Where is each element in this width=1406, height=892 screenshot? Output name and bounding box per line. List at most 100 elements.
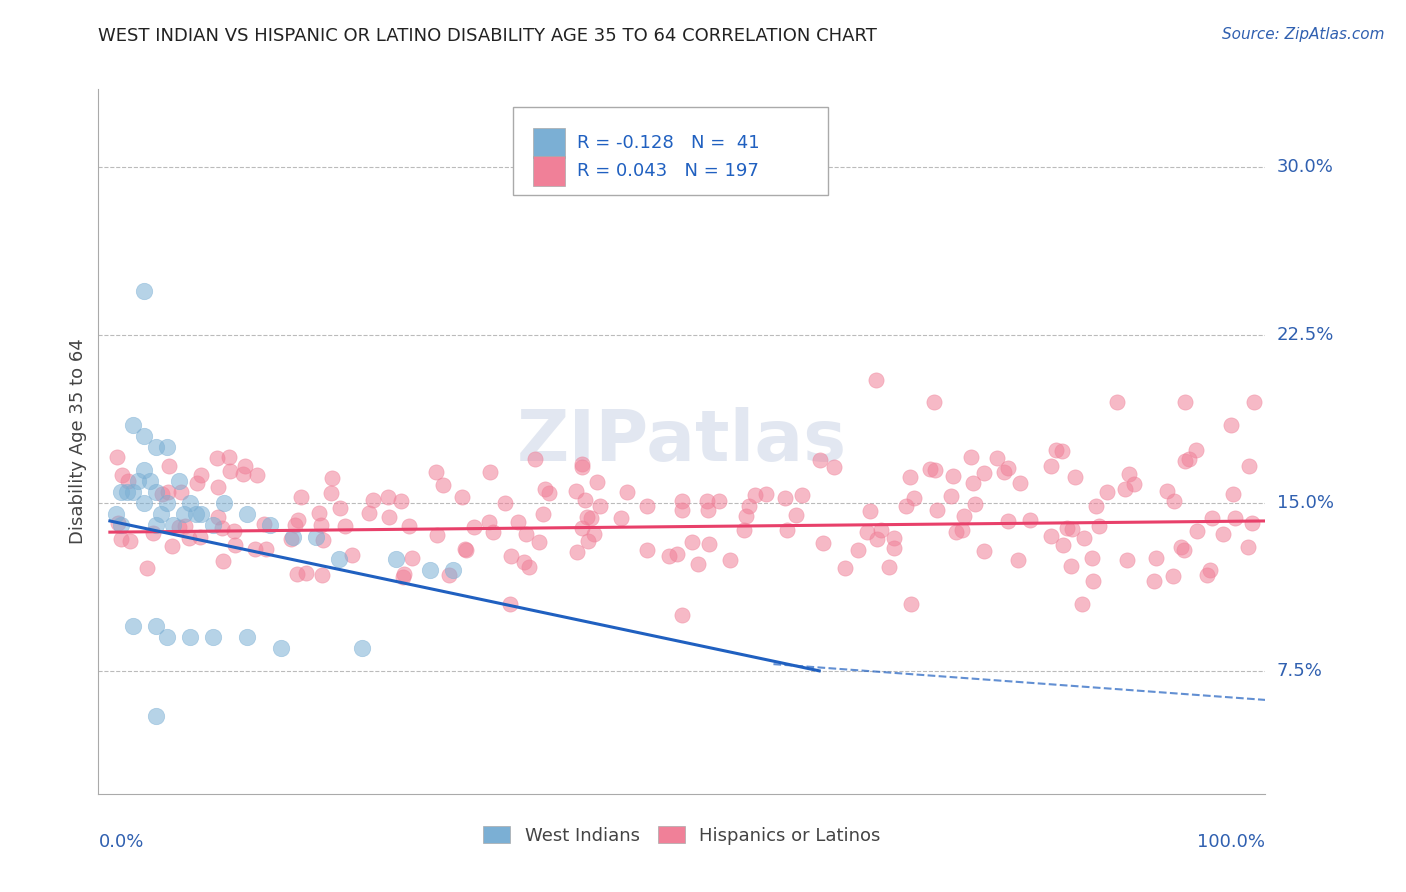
Point: [110, 484, 132, 499]
Point: [973, 544, 995, 558]
Point: [903, 491, 925, 505]
Point: [139, 474, 162, 488]
Text: 100.0%: 100.0%: [1198, 833, 1265, 851]
Point: [571, 459, 593, 474]
Point: [866, 532, 889, 546]
Point: [201, 518, 224, 533]
Point: [121, 484, 143, 499]
Point: [785, 508, 807, 523]
Point: [246, 467, 269, 482]
Point: [565, 484, 588, 499]
Point: [846, 542, 869, 557]
Point: [1116, 553, 1139, 567]
Point: [145, 518, 167, 533]
Point: [1185, 442, 1208, 457]
Point: [877, 560, 900, 574]
Point: [696, 493, 718, 508]
Point: [582, 526, 605, 541]
Legend: West Indians, Hispanics or Latinos: West Indians, Hispanics or Latinos: [477, 819, 887, 852]
Point: [658, 549, 681, 563]
Point: [378, 509, 401, 524]
Point: [441, 563, 464, 577]
Point: [145, 484, 167, 499]
Point: [127, 474, 149, 488]
Point: [538, 485, 561, 500]
Point: [1222, 487, 1244, 501]
Point: [212, 554, 235, 568]
Point: [207, 510, 229, 524]
Point: [499, 597, 522, 611]
Point: [284, 518, 307, 533]
Point: [253, 517, 276, 532]
Point: [118, 533, 141, 548]
Text: 15.0%: 15.0%: [1277, 494, 1333, 512]
FancyBboxPatch shape: [533, 156, 565, 186]
Point: [201, 630, 224, 644]
Point: [425, 465, 447, 479]
Point: [1073, 532, 1095, 546]
Point: [588, 499, 610, 513]
Point: [942, 468, 965, 483]
Point: [718, 553, 741, 567]
Point: [533, 482, 555, 496]
Point: [686, 557, 709, 571]
Point: [121, 619, 143, 633]
Point: [479, 465, 502, 479]
Point: [567, 545, 589, 559]
Point: [1225, 511, 1247, 525]
Point: [110, 518, 132, 533]
Point: [419, 563, 441, 577]
Point: [1052, 538, 1074, 552]
Point: [1060, 559, 1083, 574]
Point: [1081, 550, 1104, 565]
FancyBboxPatch shape: [533, 128, 565, 158]
Point: [236, 508, 259, 522]
Point: [1050, 444, 1073, 458]
Point: [145, 619, 167, 633]
Point: [527, 535, 550, 549]
Point: [328, 552, 350, 566]
Point: [179, 630, 201, 644]
Point: [305, 530, 328, 544]
Point: [515, 527, 537, 541]
Point: [533, 508, 555, 522]
Point: [1019, 513, 1042, 527]
Point: [134, 429, 156, 443]
Point: [156, 630, 179, 644]
Point: [105, 450, 128, 464]
Point: [737, 500, 759, 514]
Point: [150, 487, 173, 501]
FancyBboxPatch shape: [513, 107, 828, 194]
Point: [287, 513, 309, 527]
Point: [811, 536, 834, 550]
Point: [432, 478, 454, 492]
Point: [1105, 395, 1128, 409]
Point: [1174, 395, 1197, 409]
Text: R = 0.043   N = 197: R = 0.043 N = 197: [576, 162, 759, 180]
Point: [1174, 454, 1197, 468]
Point: [285, 566, 308, 581]
Point: [401, 551, 423, 566]
Point: [993, 465, 1015, 479]
Point: [1178, 451, 1201, 466]
Point: [681, 535, 703, 549]
Point: [927, 502, 949, 516]
Point: [697, 537, 720, 551]
Point: [214, 496, 236, 510]
Point: [883, 531, 905, 545]
Text: 0.0%: 0.0%: [98, 833, 143, 851]
Point: [232, 467, 254, 482]
Point: [186, 476, 208, 491]
Text: ZIPatlas: ZIPatlas: [517, 407, 846, 476]
Point: [1071, 597, 1094, 611]
Point: [398, 519, 420, 533]
Point: [576, 534, 599, 549]
Point: [156, 484, 179, 499]
Point: [671, 494, 693, 508]
Point: [1241, 516, 1264, 530]
Point: [454, 542, 477, 557]
Point: [233, 459, 256, 474]
Point: [222, 524, 245, 538]
Point: [1040, 459, 1063, 474]
Point: [945, 525, 967, 540]
